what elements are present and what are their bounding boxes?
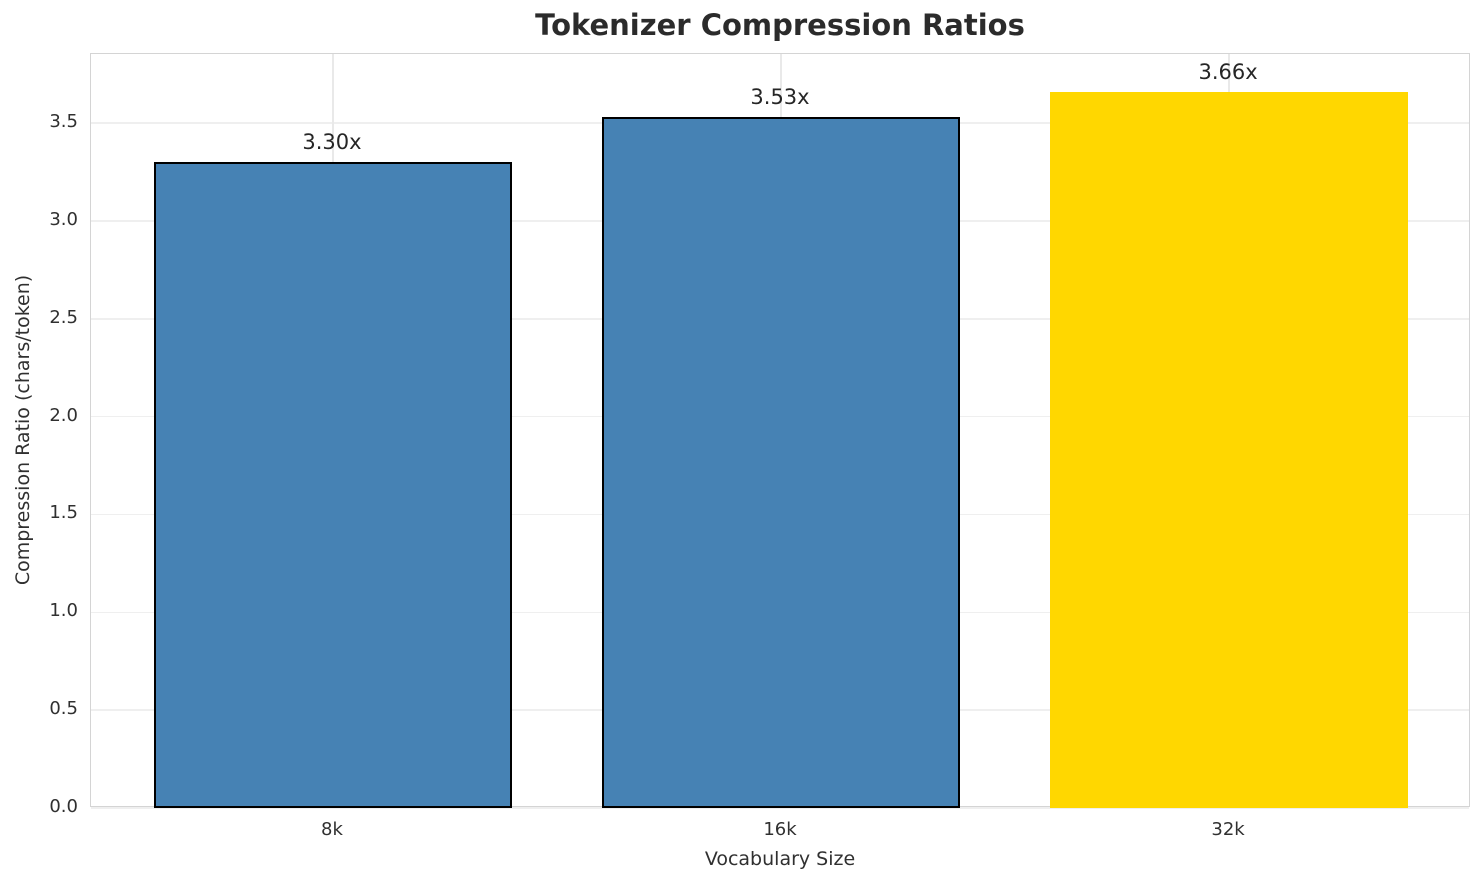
bar-value-label: 3.66x <box>1198 59 1258 84</box>
gridline-horizontal <box>91 807 1469 809</box>
bar-32k <box>1049 91 1409 808</box>
bar-value-label: 3.30x <box>302 130 362 155</box>
y-tick-label: 2.5 <box>49 306 78 328</box>
x-axis-label: Vocabulary Size <box>704 848 856 870</box>
y-tick-label: 1.5 <box>49 502 78 524</box>
y-tick-label: 0.5 <box>49 698 78 720</box>
bar-16k <box>601 117 961 808</box>
bar-8k <box>153 162 513 808</box>
y-tick-label: 3.0 <box>49 208 78 230</box>
bar-value-label: 3.53x <box>750 85 810 110</box>
x-tick-label: 8k <box>320 819 343 840</box>
y-tick-label: 2.0 <box>49 404 78 426</box>
plot-area <box>90 53 1470 809</box>
y-tick-label: 0.0 <box>49 796 78 817</box>
x-tick-label: 32k <box>1211 819 1245 840</box>
x-tick-label: 16k <box>763 819 797 840</box>
y-tick-label: 1.0 <box>49 600 78 622</box>
y-axis-label: Compression Ratio (chars/token) <box>12 274 34 586</box>
y-tick-label: 3.5 <box>49 111 78 133</box>
chart-title: Tokenizer Compression Ratios <box>535 8 1025 42</box>
